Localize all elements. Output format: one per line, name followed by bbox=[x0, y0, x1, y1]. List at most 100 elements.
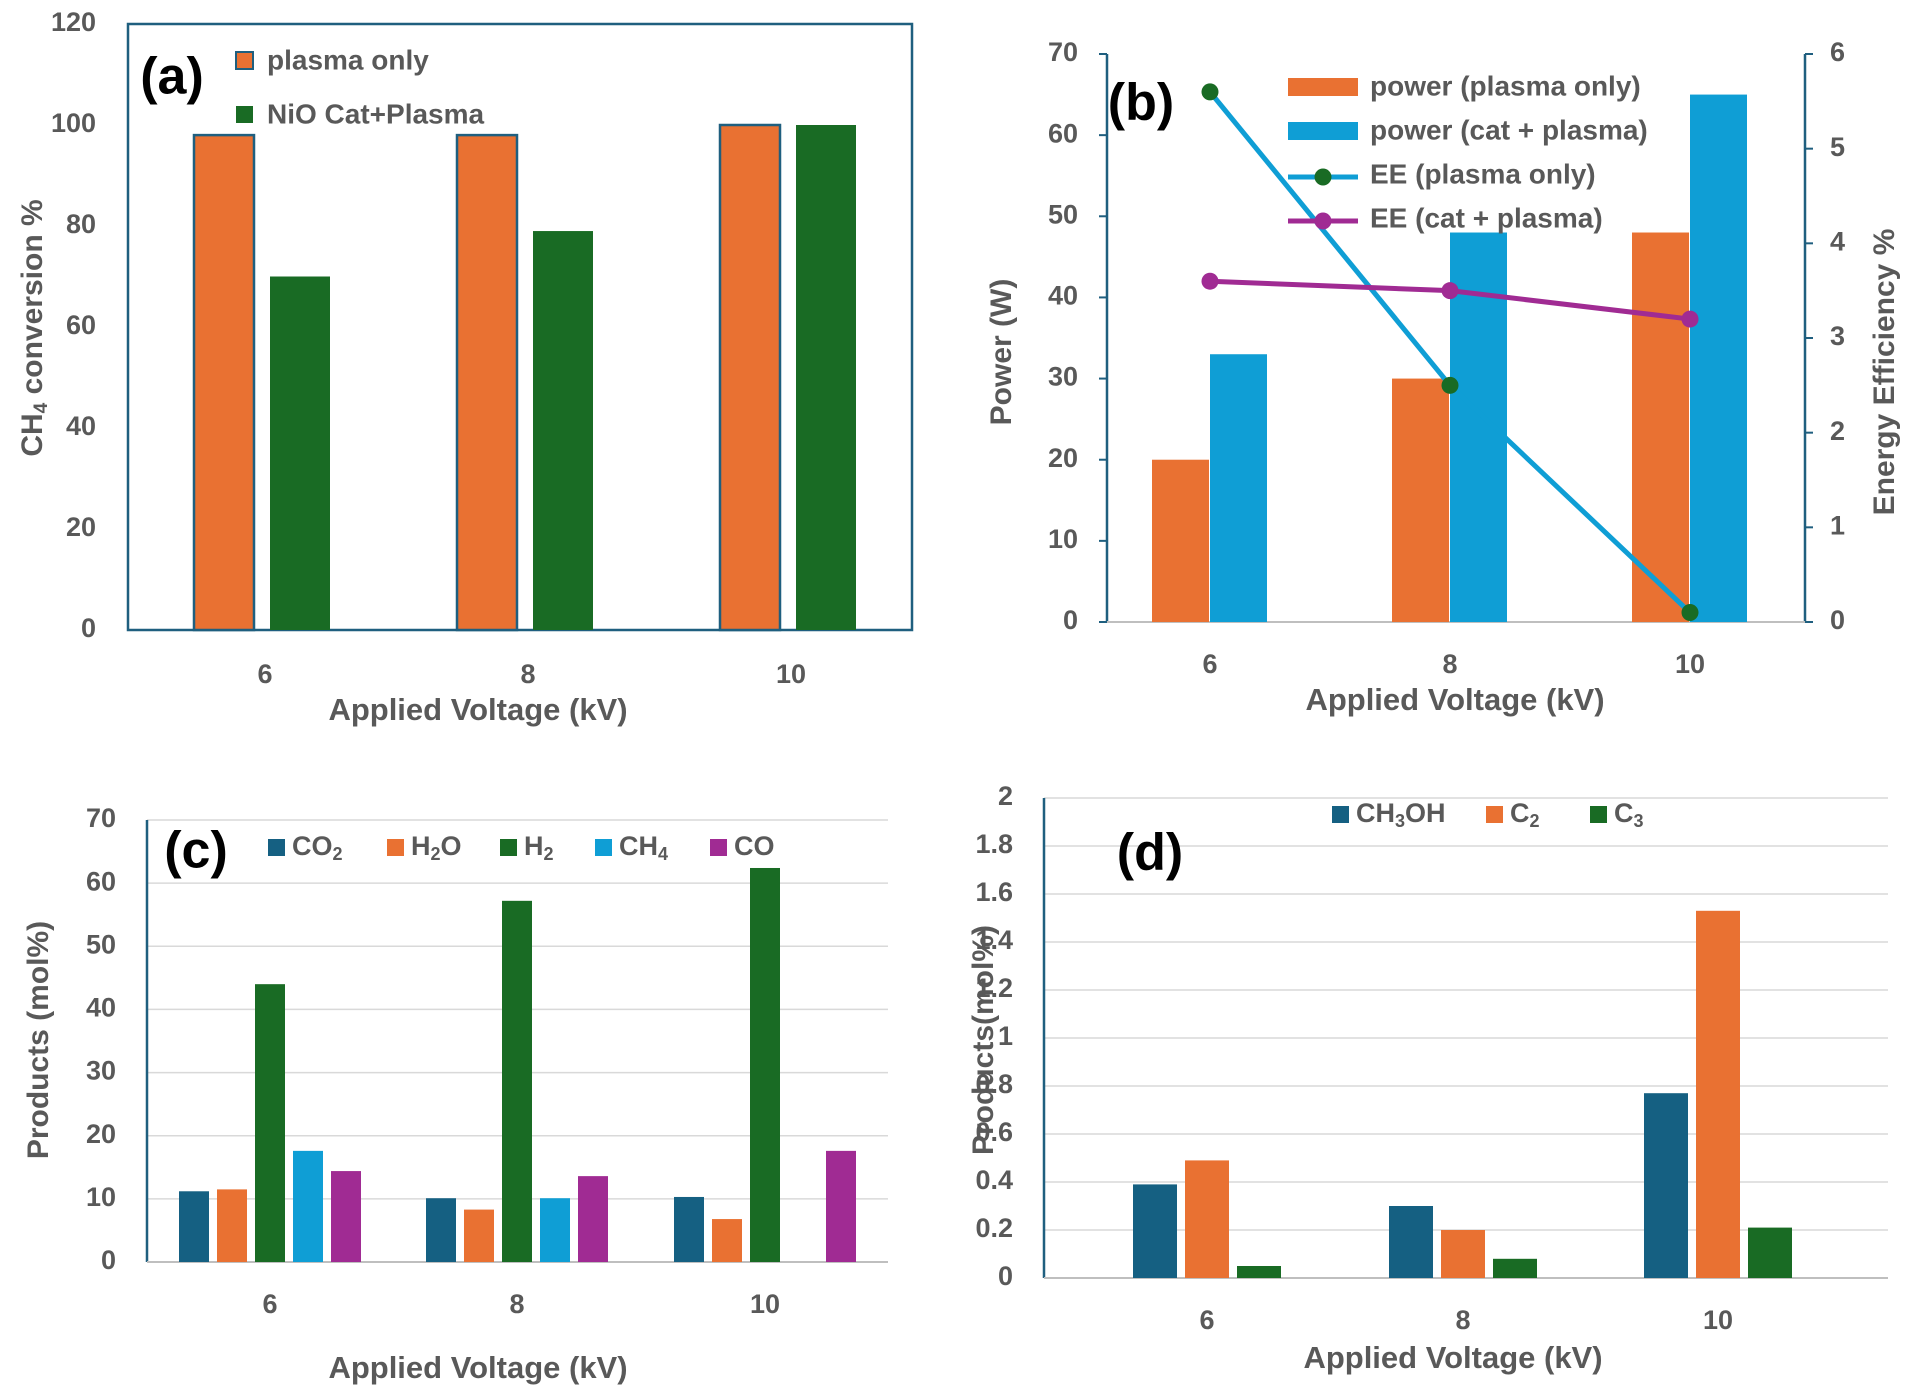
bar-power-cat-plasma bbox=[1210, 354, 1267, 622]
legend-label-after: OH bbox=[1405, 798, 1446, 828]
bar-series-3 bbox=[293, 1150, 323, 1262]
legend-label-series-2: H2 bbox=[524, 831, 554, 864]
legend-label-series-0: CH3OH bbox=[1356, 798, 1446, 831]
y-tick-label: 0.6 bbox=[975, 1117, 1013, 1147]
legend-swatch-nio-cat-plasma bbox=[236, 106, 253, 123]
bar-series-2 bbox=[255, 984, 285, 1262]
bar-plasma-only bbox=[455, 133, 519, 632]
y-right-tick-label: 0 bbox=[1830, 605, 1845, 635]
y-tick-label: 20 bbox=[66, 512, 96, 542]
bar-nio-cat-plasma bbox=[533, 231, 593, 631]
bar-series-0 bbox=[1133, 1184, 1177, 1278]
x-tick-label: 6 bbox=[257, 659, 272, 689]
legend-swatch-series-2 bbox=[1590, 806, 1607, 823]
legend-label-main: H bbox=[524, 831, 544, 861]
panel-label: (b) bbox=[1108, 74, 1174, 132]
y-tick-label: 0.2 bbox=[975, 1213, 1013, 1243]
legend-label-main: H bbox=[411, 831, 431, 861]
legend-label-series-1: C2 bbox=[1510, 798, 1540, 831]
x-axis-title: Applied Voltage (kV) bbox=[328, 1350, 627, 1385]
legend-label-main: CO bbox=[734, 831, 775, 861]
legend-label-main: CH bbox=[1356, 798, 1395, 828]
bar-power-plasma-only bbox=[1392, 378, 1449, 622]
legend-label-power-plasma-only: power (plasma only) bbox=[1370, 70, 1641, 101]
y-right-tick-label: 2 bbox=[1830, 416, 1845, 446]
legend-label-ee-cat-plasma: EE (cat + plasma) bbox=[1370, 202, 1603, 233]
panel-d: 0 0.2 0.4 0.6 0.8 1 1.2 1.4 1.6 1.8 2 6 8 10 Applied V… bbox=[967, 781, 1888, 1375]
y-axis-title: Products (mol%) bbox=[22, 921, 55, 1159]
marker-ee-plasma-only bbox=[1201, 83, 1219, 101]
bar-power-plasma-only bbox=[1632, 232, 1689, 622]
bar-series-0 bbox=[179, 1191, 209, 1262]
y-tick-label: 2 bbox=[998, 781, 1013, 811]
bar-series-4 bbox=[331, 1171, 361, 1262]
y-tick-label: 80 bbox=[66, 209, 96, 239]
y-right-tick-label: 3 bbox=[1830, 321, 1845, 351]
legend-swatch-power-plasma-only bbox=[1288, 78, 1358, 96]
bar-nio-cat-plasma bbox=[796, 125, 856, 630]
legend-swatch-series-1 bbox=[1486, 806, 1503, 823]
marker-ee-cat-plasma bbox=[1201, 272, 1219, 290]
bar-series-2 bbox=[1748, 1227, 1792, 1278]
y-tick-label: 40 bbox=[86, 993, 116, 1023]
bar-series-3 bbox=[540, 1198, 570, 1262]
y-tick-label: 120 bbox=[51, 7, 96, 37]
x-tick-label: 8 bbox=[1455, 1305, 1470, 1335]
x-axis-title: Applied Voltage (kV) bbox=[328, 692, 627, 727]
bar-series-0 bbox=[426, 1198, 456, 1262]
y-right-tick-label: 4 bbox=[1830, 226, 1845, 256]
x-tick-label: 10 bbox=[1703, 1305, 1733, 1335]
bar-power-cat-plasma bbox=[1690, 94, 1747, 623]
y-tick-label: 0 bbox=[81, 613, 96, 643]
y-tick-label: 30 bbox=[86, 1056, 116, 1086]
legend-swatch-series-0 bbox=[1332, 806, 1349, 823]
x-tick-label: 8 bbox=[509, 1289, 524, 1319]
y-tick-label: 10 bbox=[1048, 524, 1078, 554]
y-tick-label: 1.8 bbox=[975, 829, 1013, 859]
x-axis-title: Applied Voltage (kV) bbox=[1303, 1340, 1602, 1375]
bar-series-1 bbox=[1441, 1230, 1485, 1278]
legend-label-series-1: H2O bbox=[411, 831, 462, 864]
x-tick-label: 10 bbox=[1675, 649, 1705, 679]
y-axis-title-rest: conversion % bbox=[16, 199, 49, 402]
bar-series-1 bbox=[1696, 910, 1740, 1278]
marker-ee-cat-plasma bbox=[1681, 310, 1699, 328]
legend-swatch-series-0 bbox=[268, 839, 285, 856]
marker-ee-plasma-only bbox=[1681, 604, 1699, 622]
y-tick-label: 100 bbox=[51, 108, 96, 138]
y-tick-label: 40 bbox=[1048, 281, 1078, 311]
bar-plasma-only bbox=[192, 133, 256, 632]
bar-series-1 bbox=[712, 1219, 742, 1262]
legend-label-subscript: 4 bbox=[658, 844, 668, 864]
y-tick-label: 30 bbox=[1048, 362, 1078, 392]
bar-series-4 bbox=[578, 1176, 608, 1262]
y-tick-label: 0.8 bbox=[975, 1069, 1013, 1099]
y-tick-label: 10 bbox=[86, 1182, 116, 1212]
panel-a-frame bbox=[126, 22, 914, 632]
x-tick-label: 8 bbox=[520, 659, 535, 689]
bar-plasma-only bbox=[718, 123, 782, 632]
x-tick-label: 6 bbox=[1199, 1305, 1214, 1335]
legend-label-main: C bbox=[1614, 798, 1634, 828]
y-axis-title: Power (W) bbox=[985, 279, 1018, 426]
bar-series-0 bbox=[674, 1196, 704, 1262]
panel-b: 0 10 20 30 40 50 60 70 0 1 2 3 4 5 6 6 8 10 Applied Voltag… bbox=[985, 37, 1901, 717]
legend-label-main: CO bbox=[292, 831, 333, 861]
x-tick-label: 10 bbox=[750, 1289, 780, 1319]
legend-label-after: O bbox=[441, 831, 462, 861]
y-tick-label: 40 bbox=[66, 411, 96, 441]
y-tick-label: 70 bbox=[86, 803, 116, 833]
legend-label-series-4: CO bbox=[734, 831, 775, 861]
legend-label-subscript: 3 bbox=[1634, 811, 1644, 831]
bar-series-1 bbox=[217, 1189, 247, 1262]
legend-label-main: C bbox=[1510, 798, 1530, 828]
legend-label-subscript: 2 bbox=[431, 844, 441, 864]
y-right-tick-label: 5 bbox=[1830, 132, 1845, 162]
legend-swatch-series-2 bbox=[500, 839, 517, 856]
legend-label-series-3: CH4 bbox=[619, 831, 668, 864]
y-tick-label: 20 bbox=[1048, 443, 1078, 473]
y-axis-title-main: CH bbox=[16, 413, 49, 456]
y-axis-title-subscript: 4 bbox=[31, 402, 52, 413]
y-tick-label: 50 bbox=[86, 929, 116, 959]
